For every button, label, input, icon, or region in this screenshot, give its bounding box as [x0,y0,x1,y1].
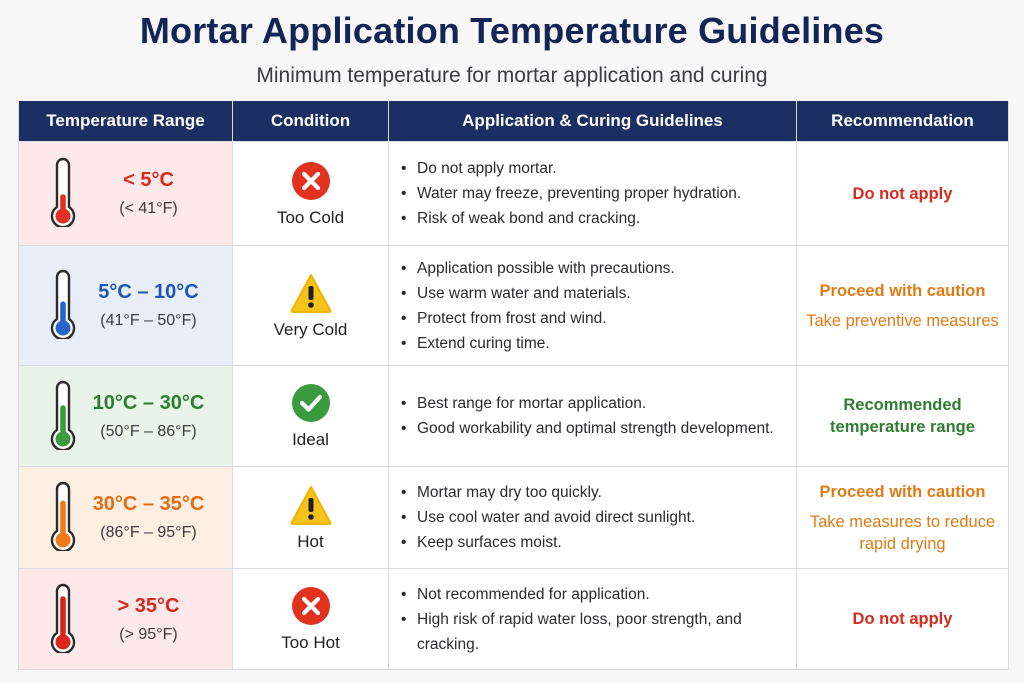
guidelines-list: Best range for mortar application.Good w… [389,391,796,441]
thermometer-level [60,595,66,637]
guideline-item: Application possible with precautions. [401,256,788,281]
range-fahrenheit: (50°F – 86°F) [100,422,197,440]
range-celsius: > 35°C [117,594,180,617]
guidelines-cell: Application possible with precautions.Us… [388,245,797,366]
guidelines-cell: Best range for mortar application.Good w… [388,365,797,467]
range-fahrenheit: (> 95°F) [119,625,178,643]
guideline-item: Extend curing time. [401,331,788,356]
temperature-range-cell: 10°C – 30°C (50°F – 86°F) [18,365,233,467]
guideline-item: Keep surfaces moist. [401,530,788,555]
thermometer-icon [50,481,76,553]
thermometer-level [60,404,66,434]
condition-cell: Ideal [232,365,389,467]
warning-triangle-icon [290,485,331,525]
thermometer-icon [50,157,76,229]
guideline-item: Use warm water and materials. [401,281,788,306]
guidelines-list: Not recommended for application.High ris… [389,582,796,657]
thermometer-bulb [55,431,71,446]
range-celsius: 30°C – 35°C [92,493,205,515]
condition-cell: Very Cold [232,245,389,366]
range-celsius: 10°C – 30°C [92,391,205,414]
x-circle-icon [291,161,330,200]
condition-cell: Too Hot [232,568,389,670]
warning-triangle-icon [290,273,331,313]
guideline-item: Not recommended for application. [401,582,788,607]
page-subtitle: Minimum temperature for mortar applicati… [256,64,768,87]
thermometer-icon [50,380,76,451]
guideline-item: Mortar may dry too quickly. [401,480,788,505]
guideline-item: Protect from frost and wind. [401,306,788,331]
recommendation-cell: Recommended temperature range [796,365,1009,467]
check-circle-icon [291,384,330,422]
condition-label: Too Cold [276,207,345,227]
recommendation-detail: Take preventive measures [806,311,999,330]
thermometer-bulb [55,532,71,548]
temperature-range-cell: 5°C – 10°C (41°F – 50°F) [18,245,233,366]
guideline-item: Risk of weak bond and cracking. [401,206,788,231]
recommendation-main: Do not apply [852,184,953,203]
table-header-row: Temperature Range Condition Application … [18,101,1009,142]
header-condition: Condition [232,101,389,142]
recommendation-cell: Do not apply [796,568,1009,670]
table-row: > 35°C (> 95°F) Too Hot Not recommended for… [18,568,1009,670]
temperature-range-cell: > 35°C (> 95°F) [18,568,233,670]
guidelines-cell: Not recommended for application.High ris… [388,568,797,670]
guideline-item: Use cool water and avoid direct sunlight… [401,505,788,530]
guideline-item: High risk of rapid water loss, poor stre… [401,607,788,657]
temperature-range-cell: 30°C – 35°C (86°F – 95°F) [18,466,233,569]
table-row: 10°C – 30°C (50°F – 86°F) Ideal Best range … [18,365,1009,467]
table-row: 5°C – 10°C (41°F – 50°F) Very Cold Applicat… [18,245,1009,366]
thermometer-bulb [55,320,71,336]
guidelines-list: Do not apply mortar.Water may freeze, pr… [389,156,796,231]
thermometer-icon [50,269,76,341]
guideline-item: Water may freeze, preventing proper hydr… [401,181,788,206]
recommendation-main: Do not apply [852,610,953,628]
recommendation-main: Proceed with caution [819,281,986,300]
guidelines-list: Application possible with precautions.Us… [389,256,796,356]
guideline-item: Best range for mortar application. [401,391,788,416]
condition-cell: Too Cold [232,141,389,246]
table-row: 30°C – 35°C (86°F – 95°F) Hot Mortar may dr… [18,466,1009,569]
condition-label: Hot [297,531,324,551]
guideline-item: Do not apply mortar. [401,156,788,181]
recommendation-cell: Proceed with caution Take preventive meas… [796,245,1009,366]
condition-label: Too Hot [281,633,340,652]
recommendation-cell: Do not apply [796,141,1009,246]
condition-label: Ideal [292,430,329,449]
recommendation-detail: Take measures to reduce rapid drying [809,512,996,553]
thermometer-icon [50,583,76,654]
thermometer-level [60,301,66,323]
recommendation-main: Recommended temperature range [830,396,975,436]
header-temperature-range: Temperature Range [18,101,233,142]
range-fahrenheit: (41°F – 50°F) [100,312,197,329]
guidelines-cell: Do not apply mortar.Water may freeze, pr… [388,141,797,246]
condition-label: Very Cold [273,319,348,339]
thermometer-bulb [55,634,71,649]
guidelines-cell: Mortar may dry too quickly.Use cool wate… [388,466,797,569]
range-celsius: < 5°C [123,169,174,191]
recommendation-main: Proceed with caution [819,482,986,501]
recommendation-cell: Proceed with caution Take measures to red… [796,466,1009,569]
header-recommendation: Recommendation [796,101,1009,142]
thermometer-level [60,194,66,211]
page-title: Mortar Application Temperature Guideline… [139,10,885,51]
range-fahrenheit: (86°F – 95°F) [100,524,197,541]
guidelines-list: Mortar may dry too quickly.Use cool wate… [389,480,796,555]
range-celsius: 5°C – 10°C [98,281,199,303]
temperature-range-cell: < 5°C (< 41°F) [18,141,233,246]
table-row: < 5°C (< 41°F) Too Cold Do not apply mortar… [18,141,1009,246]
thermometer-level [60,500,66,535]
condition-cell: Hot [232,466,389,569]
header-guidelines: Application & Curing Guidelines [388,101,797,142]
thermometer-bulb [55,208,71,224]
range-fahrenheit: (< 41°F) [119,200,178,217]
x-circle-icon [291,587,330,625]
guideline-item: Good workability and optimal strength de… [401,416,788,441]
guidelines-table: Temperature Range Condition Application … [18,101,1009,670]
